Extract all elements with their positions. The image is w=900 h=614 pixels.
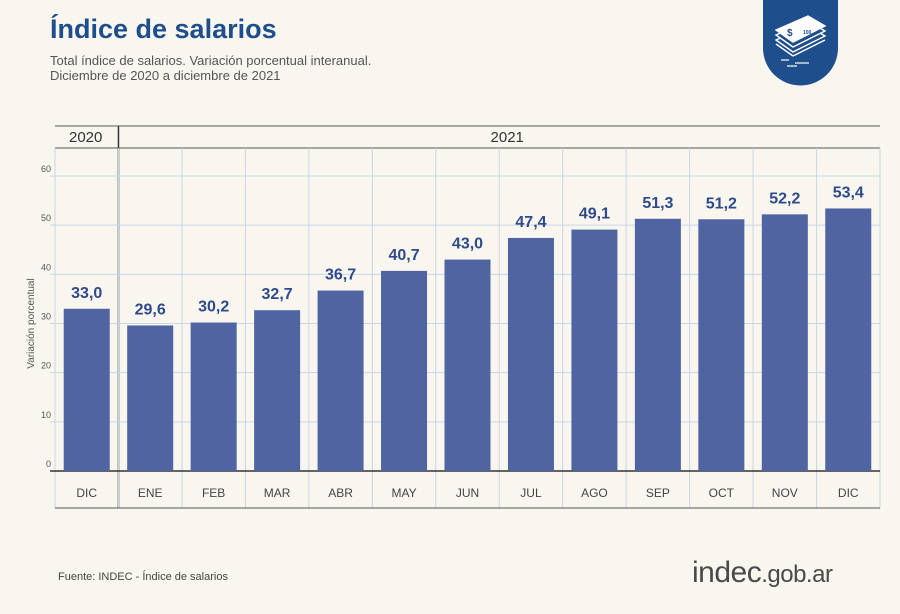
x-tick-label: OCT [709,486,735,500]
bar [444,259,491,471]
svg-text:$: $ [787,28,793,39]
y-tick-label: 60 [41,164,51,174]
y-tick-label: 20 [41,361,51,371]
source-note: Fuente: INDEC - Índice de salarios [58,571,228,583]
brand-main: indec [692,556,762,589]
bar [190,322,237,471]
x-tick-label: MAY [391,486,416,500]
bar-value-label: 52,2 [769,190,800,207]
bar-value-label: 47,4 [515,214,546,231]
indec-logo: indec.gob.ar [692,556,833,590]
bar [698,219,745,471]
x-tick-label: JUL [520,486,542,500]
bar [507,237,554,471]
x-tick-label: DIC [76,486,97,500]
x-tick-label: SEP [646,486,670,500]
bar-value-label: 43,0 [452,236,483,253]
x-tick-label: FEB [202,486,225,500]
bar-value-label: 51,2 [706,195,737,212]
subtitle-line-1: Total índice de salarios. Variación porc… [50,53,372,68]
x-tick-label: ABR [328,486,353,500]
bar [571,229,618,471]
y-tick-label: 50 [41,213,51,223]
svg-text:100: 100 [803,30,812,36]
year-label-2020: 2020 [69,129,102,146]
chart-title: Índice de salarios [50,14,277,44]
bar-value-label: 40,7 [388,247,419,264]
bar [317,290,364,471]
x-tick-label: ENE [138,486,163,500]
bar [634,218,681,471]
bar-value-label: 53,4 [833,184,864,201]
bar-value-label: 32,7 [262,286,293,303]
x-tick-label: JUN [456,486,479,500]
bar [63,308,110,471]
x-tick-label: NOV [772,486,798,500]
bar-value-label: 51,3 [642,195,673,212]
y-axis-label: Variación porcentual [26,278,37,368]
y-tick-label: 0 [46,459,51,469]
bar [381,270,428,471]
y-tick-label: 40 [41,262,51,272]
bar-value-label: 33,0 [71,285,102,302]
bar [825,208,872,471]
bar [127,325,174,471]
bar-value-label: 30,2 [198,299,229,316]
y-tick-label: 30 [41,312,51,322]
x-tick-label: AGO [581,486,608,500]
bar-value-label: 49,1 [579,206,610,223]
x-tick-label: DIC [838,486,859,500]
money-stack-icon: $ 100 [763,0,838,86]
chart-subtitle: Total índice de salarios. Variación porc… [50,53,371,83]
bar [254,310,301,471]
year-label-2021: 2021 [491,129,524,146]
bar [761,214,808,471]
y-tick-label: 10 [41,410,51,420]
bar-value-label: 29,6 [135,301,166,318]
x-tick-label: MAR [264,486,291,500]
bar-value-label: 36,7 [325,267,356,284]
brand-suffix: .gob.ar [761,561,833,588]
subtitle-line-2: Diciembre de 2020 a diciembre de 2021 [50,68,281,83]
